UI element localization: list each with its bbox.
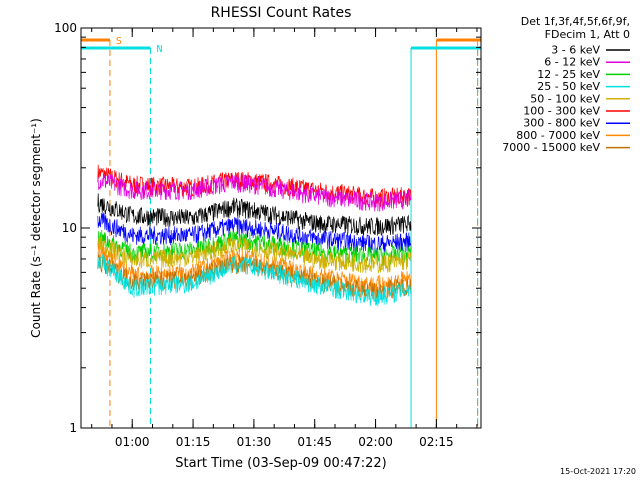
series-line-3 bbox=[97, 254, 412, 307]
x-tick-label-0: 01:00 bbox=[115, 435, 150, 449]
y-axis-label: Count Rate (s⁻¹ detector segment⁻¹) bbox=[29, 118, 43, 338]
x-tick-label-5: 02:15 bbox=[419, 435, 454, 449]
y-tick-label-0: 1 bbox=[69, 421, 77, 435]
axes: 1 10 100 01:00 01:15 01:30 01:45 02:00 02:15 bbox=[54, 21, 482, 449]
plot-frame bbox=[80, 27, 482, 429]
series-line-7 bbox=[97, 244, 412, 294]
x-axis-label: Start Time (03-Sep-09 00:47:22) bbox=[175, 456, 386, 471]
legend-label-5: 100 - 300 keV bbox=[523, 105, 600, 118]
legend-label-6: 300 - 800 keV bbox=[523, 117, 600, 130]
x-tick-label-2: 01:30 bbox=[237, 435, 272, 449]
legend-header-line-1: Det 1f,3f,4f,5f,6f,9f, bbox=[521, 15, 630, 28]
timestamp: 15-Oct-2021 17:20 bbox=[560, 467, 636, 476]
legend-label-8: 7000 - 15000 keV bbox=[502, 141, 600, 154]
series-line-2 bbox=[97, 229, 412, 266]
legend-label-3: 25 - 50 keV bbox=[537, 80, 600, 93]
x-tick-label-1: 01:15 bbox=[176, 435, 211, 449]
legend-label-1: 6 - 12 keV bbox=[544, 56, 600, 69]
series-line-4 bbox=[97, 236, 412, 274]
legend-label-7: 800 - 7000 keV bbox=[516, 129, 600, 142]
plot-area: SN bbox=[81, 36, 481, 428]
series-line-6 bbox=[97, 212, 412, 254]
series-line-1 bbox=[97, 174, 412, 212]
legend-label-2: 12 - 25 keV bbox=[537, 68, 600, 81]
legend: Det 1f,3f,4f,5f,6f,9f, FDecim 1, Att 0 3… bbox=[502, 15, 630, 154]
x-tick-label-3: 01:45 bbox=[297, 435, 332, 449]
legend-label-4: 50 - 100 keV bbox=[530, 92, 600, 105]
legend-label-0: 3 - 6 keV bbox=[551, 44, 600, 57]
x-tick-label-4: 02:00 bbox=[358, 435, 393, 449]
y-tick-label-2: 100 bbox=[54, 21, 77, 35]
y-tick-label-1: 10 bbox=[62, 221, 77, 235]
chart-title: RHESSI Count Rates bbox=[211, 5, 352, 21]
interval-label-S: S bbox=[116, 36, 122, 47]
legend-header-line-2: FDecim 1, Att 0 bbox=[545, 28, 630, 41]
series-line-0 bbox=[97, 193, 412, 236]
interval-label-N: N bbox=[156, 44, 162, 55]
series-line-8 bbox=[97, 252, 412, 302]
